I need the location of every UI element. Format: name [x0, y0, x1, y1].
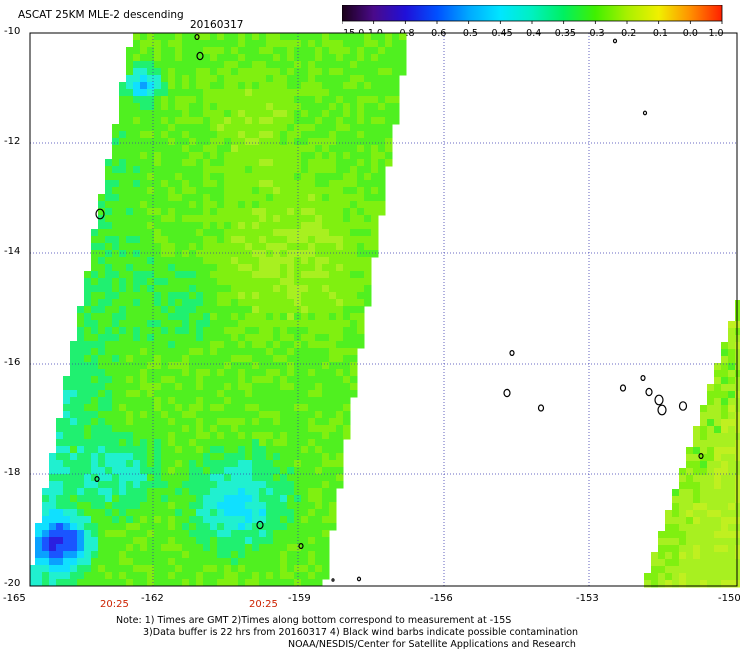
island-outline: [509, 350, 515, 357]
island-outlines: [94, 33, 704, 582]
lat-label-16: -16: [4, 357, 21, 368]
island-outline: [645, 387, 653, 397]
lat-label-14: -14: [4, 246, 21, 257]
lon-label-162: -162: [141, 593, 164, 604]
note-line-1: Note: 1) Times are GMT 2)Times along bot…: [116, 615, 512, 626]
time-label: 20:25: [100, 599, 129, 610]
chart-date: 20160317: [190, 19, 244, 31]
island-outline: [619, 384, 627, 392]
note-line-3: NOAA/NESDIS/Center for Satellite Applica…: [288, 639, 576, 650]
map-frame: [29, 32, 738, 587]
lon-label-156: -156: [430, 593, 453, 604]
island-outline: [256, 520, 264, 530]
lon-label-165: -165: [3, 593, 26, 604]
lat-lon-grid: [30, 33, 737, 586]
swath-right: [644, 300, 740, 588]
island-outline: [612, 38, 618, 44]
island-outline: [94, 476, 100, 483]
island-outline: [537, 404, 545, 412]
lat-label-10: -10: [4, 26, 21, 37]
swath-left: [30, 33, 407, 587]
lon-label-153: -153: [576, 593, 599, 604]
island-outline: [678, 401, 688, 411]
time-label: 20:25: [249, 599, 278, 610]
island-outline: [503, 388, 511, 398]
island-outline: [356, 576, 362, 582]
island-outline: [298, 542, 304, 549]
lat-label-12: -12: [4, 136, 21, 147]
swath-map: [29, 32, 740, 588]
island-outline: [654, 394, 664, 406]
island-outline: [640, 375, 646, 382]
lon-label-150: -150: [718, 593, 740, 604]
island-outline: [95, 208, 105, 220]
note-line-2: 3)Data buffer is 22 hrs from 20160317 4)…: [143, 627, 579, 638]
island-outline: [331, 578, 335, 582]
island-outline: [642, 110, 648, 116]
chart-title: ASCAT 25KM MLE-2 descending: [18, 9, 184, 21]
island-outline: [698, 453, 704, 460]
island-outline: [194, 33, 200, 40]
lat-label-18: -18: [4, 467, 21, 478]
island-outline: [196, 51, 204, 61]
island-outline: [657, 404, 667, 416]
lat-label-20: -20: [4, 578, 21, 589]
lon-label-159: -159: [288, 593, 311, 604]
